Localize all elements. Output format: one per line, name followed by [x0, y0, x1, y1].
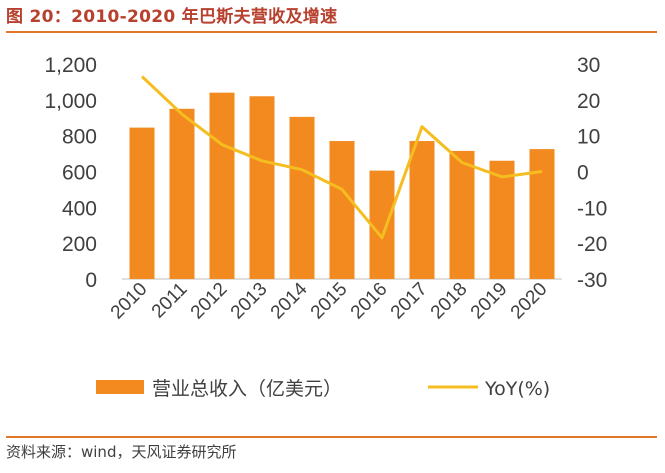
x-tick-label: 2014: [267, 278, 312, 323]
right-tick-label: -30: [577, 269, 607, 292]
left-tick-label: 800: [62, 126, 97, 149]
right-tick-label: 20: [577, 90, 600, 113]
bar-2012: [209, 92, 235, 280]
x-tick-label: 2020: [507, 279, 552, 324]
bar-2015: [329, 141, 355, 279]
legend-label-yoy: YoY(%): [484, 378, 550, 400]
source-note: 资料来源：wind，天风证券研究所: [6, 443, 237, 461]
footer-divider: [6, 436, 657, 438]
right-tick-label: -10: [577, 197, 607, 220]
chart-title: 图 20：2010-2020 年巴斯夫营收及增速: [6, 7, 338, 27]
bar-2019: [489, 160, 515, 279]
bar-2014: [289, 116, 315, 280]
bar-series: [129, 92, 555, 280]
legend-label-revenue: 营业总收入（亿美元）: [152, 378, 342, 400]
left-tick-label: 200: [62, 233, 97, 256]
title-divider: [6, 31, 657, 33]
right-tick-label: 0: [577, 162, 589, 185]
right-tick-label: -20: [577, 233, 607, 256]
x-tick-label: 2013: [227, 279, 272, 324]
right-axis-ticks: -30 -20 -10 0 10 20 30: [577, 54, 607, 292]
x-tick-label: 2012: [187, 279, 232, 324]
left-axis-ticks: 0 200 400 600 800 1,000 1,200: [44, 54, 97, 292]
legend-swatch-revenue: [96, 380, 144, 394]
bar-2011: [169, 108, 195, 280]
x-tick-label: 2011: [148, 279, 192, 323]
left-tick-label: 0: [85, 269, 97, 292]
legend: 营业总收入（亿美元） YoY(%): [96, 378, 550, 400]
revenue-chart: 0 200 400 600 800 1,000 1,200 -30 -20 -10 0 10 20 30…: [44, 54, 607, 400]
left-tick-label: 1,000: [44, 90, 97, 113]
left-tick-label: 400: [62, 197, 97, 220]
left-tick-label: 1,200: [44, 54, 97, 77]
x-axis-ticks: 2010201120122013201420152016201720182019…: [107, 278, 552, 323]
bar-2017: [409, 141, 435, 279]
x-tick-label: 2010: [107, 279, 152, 324]
yoy-line-series: [140, 75, 543, 240]
x-tick-label: 2019: [467, 279, 512, 324]
bar-2010: [129, 127, 155, 280]
bar-2018: [449, 150, 475, 279]
x-tick-label: 2018: [427, 279, 472, 324]
right-tick-label: 10: [577, 126, 600, 149]
bar-2013: [249, 96, 275, 279]
bar-2016: [369, 170, 395, 279]
x-tick-label: 2017: [387, 279, 432, 324]
left-tick-label: 600: [62, 162, 97, 185]
yoy-line: [140, 75, 543, 240]
right-tick-label: 30: [577, 54, 600, 77]
x-tick-label: 2016: [347, 279, 392, 324]
x-tick-label: 2015: [307, 279, 352, 324]
bar-2020: [529, 149, 555, 279]
